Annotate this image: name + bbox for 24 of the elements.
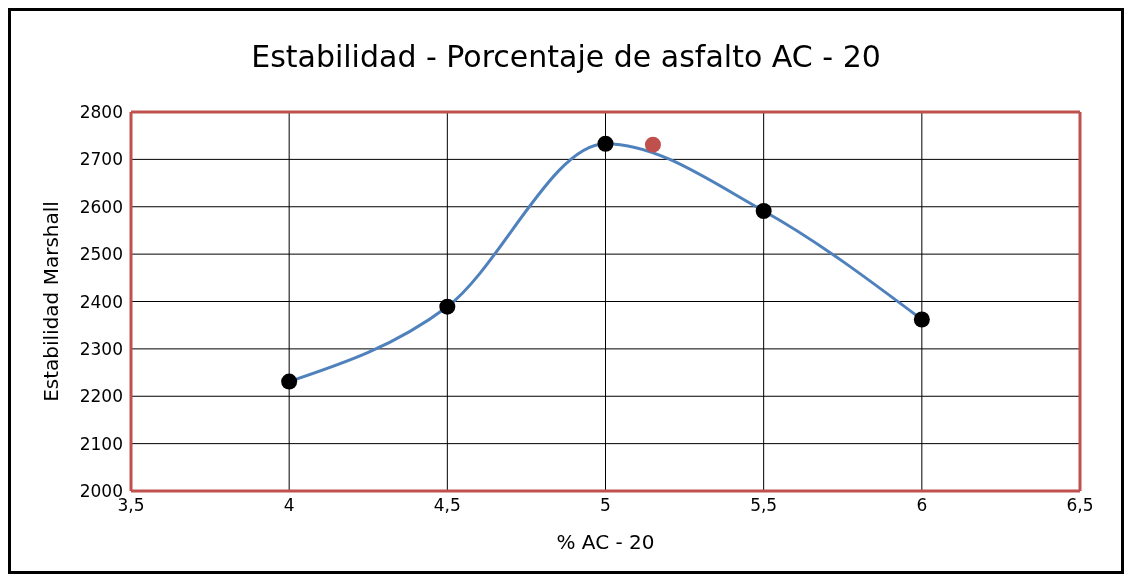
point — [913, 311, 930, 328]
point — [439, 298, 456, 315]
y-axis-title: Estabilidad Marshall — [39, 201, 64, 402]
x-tick-label: 5,5 — [750, 495, 778, 516]
chart-title: Estabilidad - Porcentaje de asfalto AC - 20 — [250, 38, 882, 76]
x-tick-label: 4,5 — [433, 495, 461, 516]
y-tick-label: 2300 — [79, 338, 123, 359]
x-axis-title: % AC - 20 — [556, 530, 655, 554]
y-tick-label: 2700 — [79, 149, 123, 170]
x-tick-label: 4 — [283, 495, 295, 516]
y-tick-label: 2400 — [79, 291, 123, 312]
y-tick-label: 2600 — [79, 196, 123, 217]
point — [755, 203, 772, 220]
y-tick-label: 2500 — [79, 244, 123, 265]
y-tick-label: 2000 — [79, 481, 123, 502]
y-tick-label: 2100 — [79, 433, 123, 454]
point — [644, 136, 661, 153]
x-tick-label: 6 — [916, 495, 928, 516]
x-tick-label: 5 — [600, 495, 611, 516]
x-tick-label: 6,5 — [1066, 495, 1094, 516]
y-tick-label: 2200 — [79, 386, 123, 407]
point — [597, 135, 614, 152]
point — [281, 373, 298, 390]
y-tick-label: 2800 — [79, 102, 123, 123]
